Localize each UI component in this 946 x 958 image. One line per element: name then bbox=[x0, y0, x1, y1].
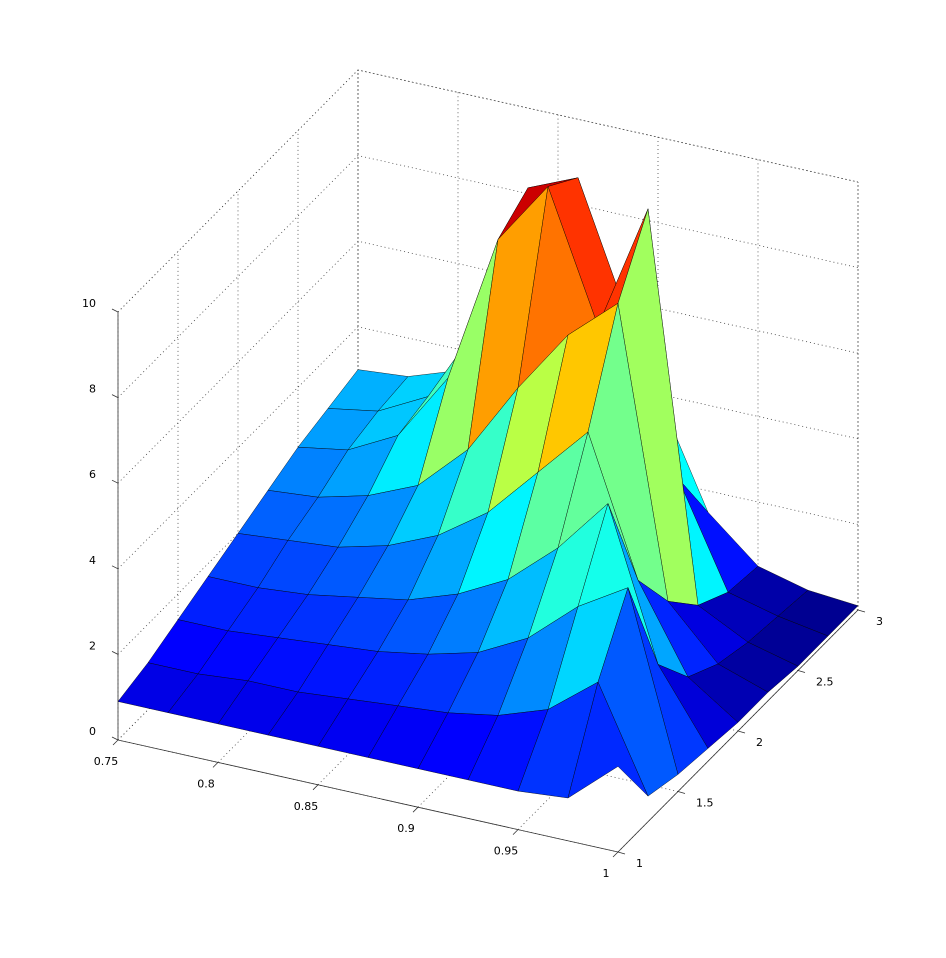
x-tick-label: 0.9 bbox=[397, 822, 415, 835]
z-tick-label: 8 bbox=[89, 383, 96, 396]
grid-line bbox=[117, 155, 859, 398]
box-edge bbox=[357, 69, 859, 183]
y-tick bbox=[857, 609, 866, 613]
x-tick-label: 0.75 bbox=[94, 755, 119, 768]
y-tick-label: 3 bbox=[876, 615, 883, 628]
x-tick bbox=[112, 739, 119, 746]
z-tick bbox=[111, 565, 119, 570]
x-tick-label: 1 bbox=[603, 867, 610, 880]
x-tick bbox=[312, 784, 319, 791]
x-tick bbox=[512, 829, 519, 835]
x-tick bbox=[412, 806, 419, 813]
y-tick-label: 2 bbox=[756, 736, 763, 749]
x-tick-label: 0.95 bbox=[494, 845, 519, 858]
y-tick-label: 1 bbox=[636, 857, 643, 870]
grid-line bbox=[117, 326, 859, 570]
z-tick bbox=[111, 651, 119, 655]
z-tick-label: 2 bbox=[89, 639, 96, 652]
surface-facet bbox=[567, 681, 649, 799]
x-tick-label: 0.8 bbox=[197, 777, 215, 790]
grid-line bbox=[117, 69, 859, 313]
z-tick-label: 6 bbox=[89, 468, 96, 481]
x-tick bbox=[612, 851, 619, 858]
x-tick bbox=[212, 762, 219, 768]
z-tick bbox=[111, 736, 119, 741]
y-tick bbox=[797, 670, 806, 673]
z-tick bbox=[111, 308, 119, 313]
z-tick-label: 10 bbox=[82, 297, 96, 310]
y-tick bbox=[737, 730, 746, 734]
z-tick-label: 0 bbox=[89, 725, 96, 738]
y-tick bbox=[677, 791, 686, 794]
y-tick bbox=[617, 851, 626, 855]
z-tick bbox=[111, 394, 119, 398]
z-tick bbox=[111, 479, 119, 484]
y-tick-label: 1.5 bbox=[696, 797, 714, 810]
grid-line bbox=[117, 240, 859, 484]
x-tick-label: 0.85 bbox=[294, 800, 319, 813]
z-tick-label: 4 bbox=[89, 554, 96, 567]
x-axis bbox=[117, 739, 619, 853]
y-tick-label: 2.5 bbox=[816, 676, 834, 689]
